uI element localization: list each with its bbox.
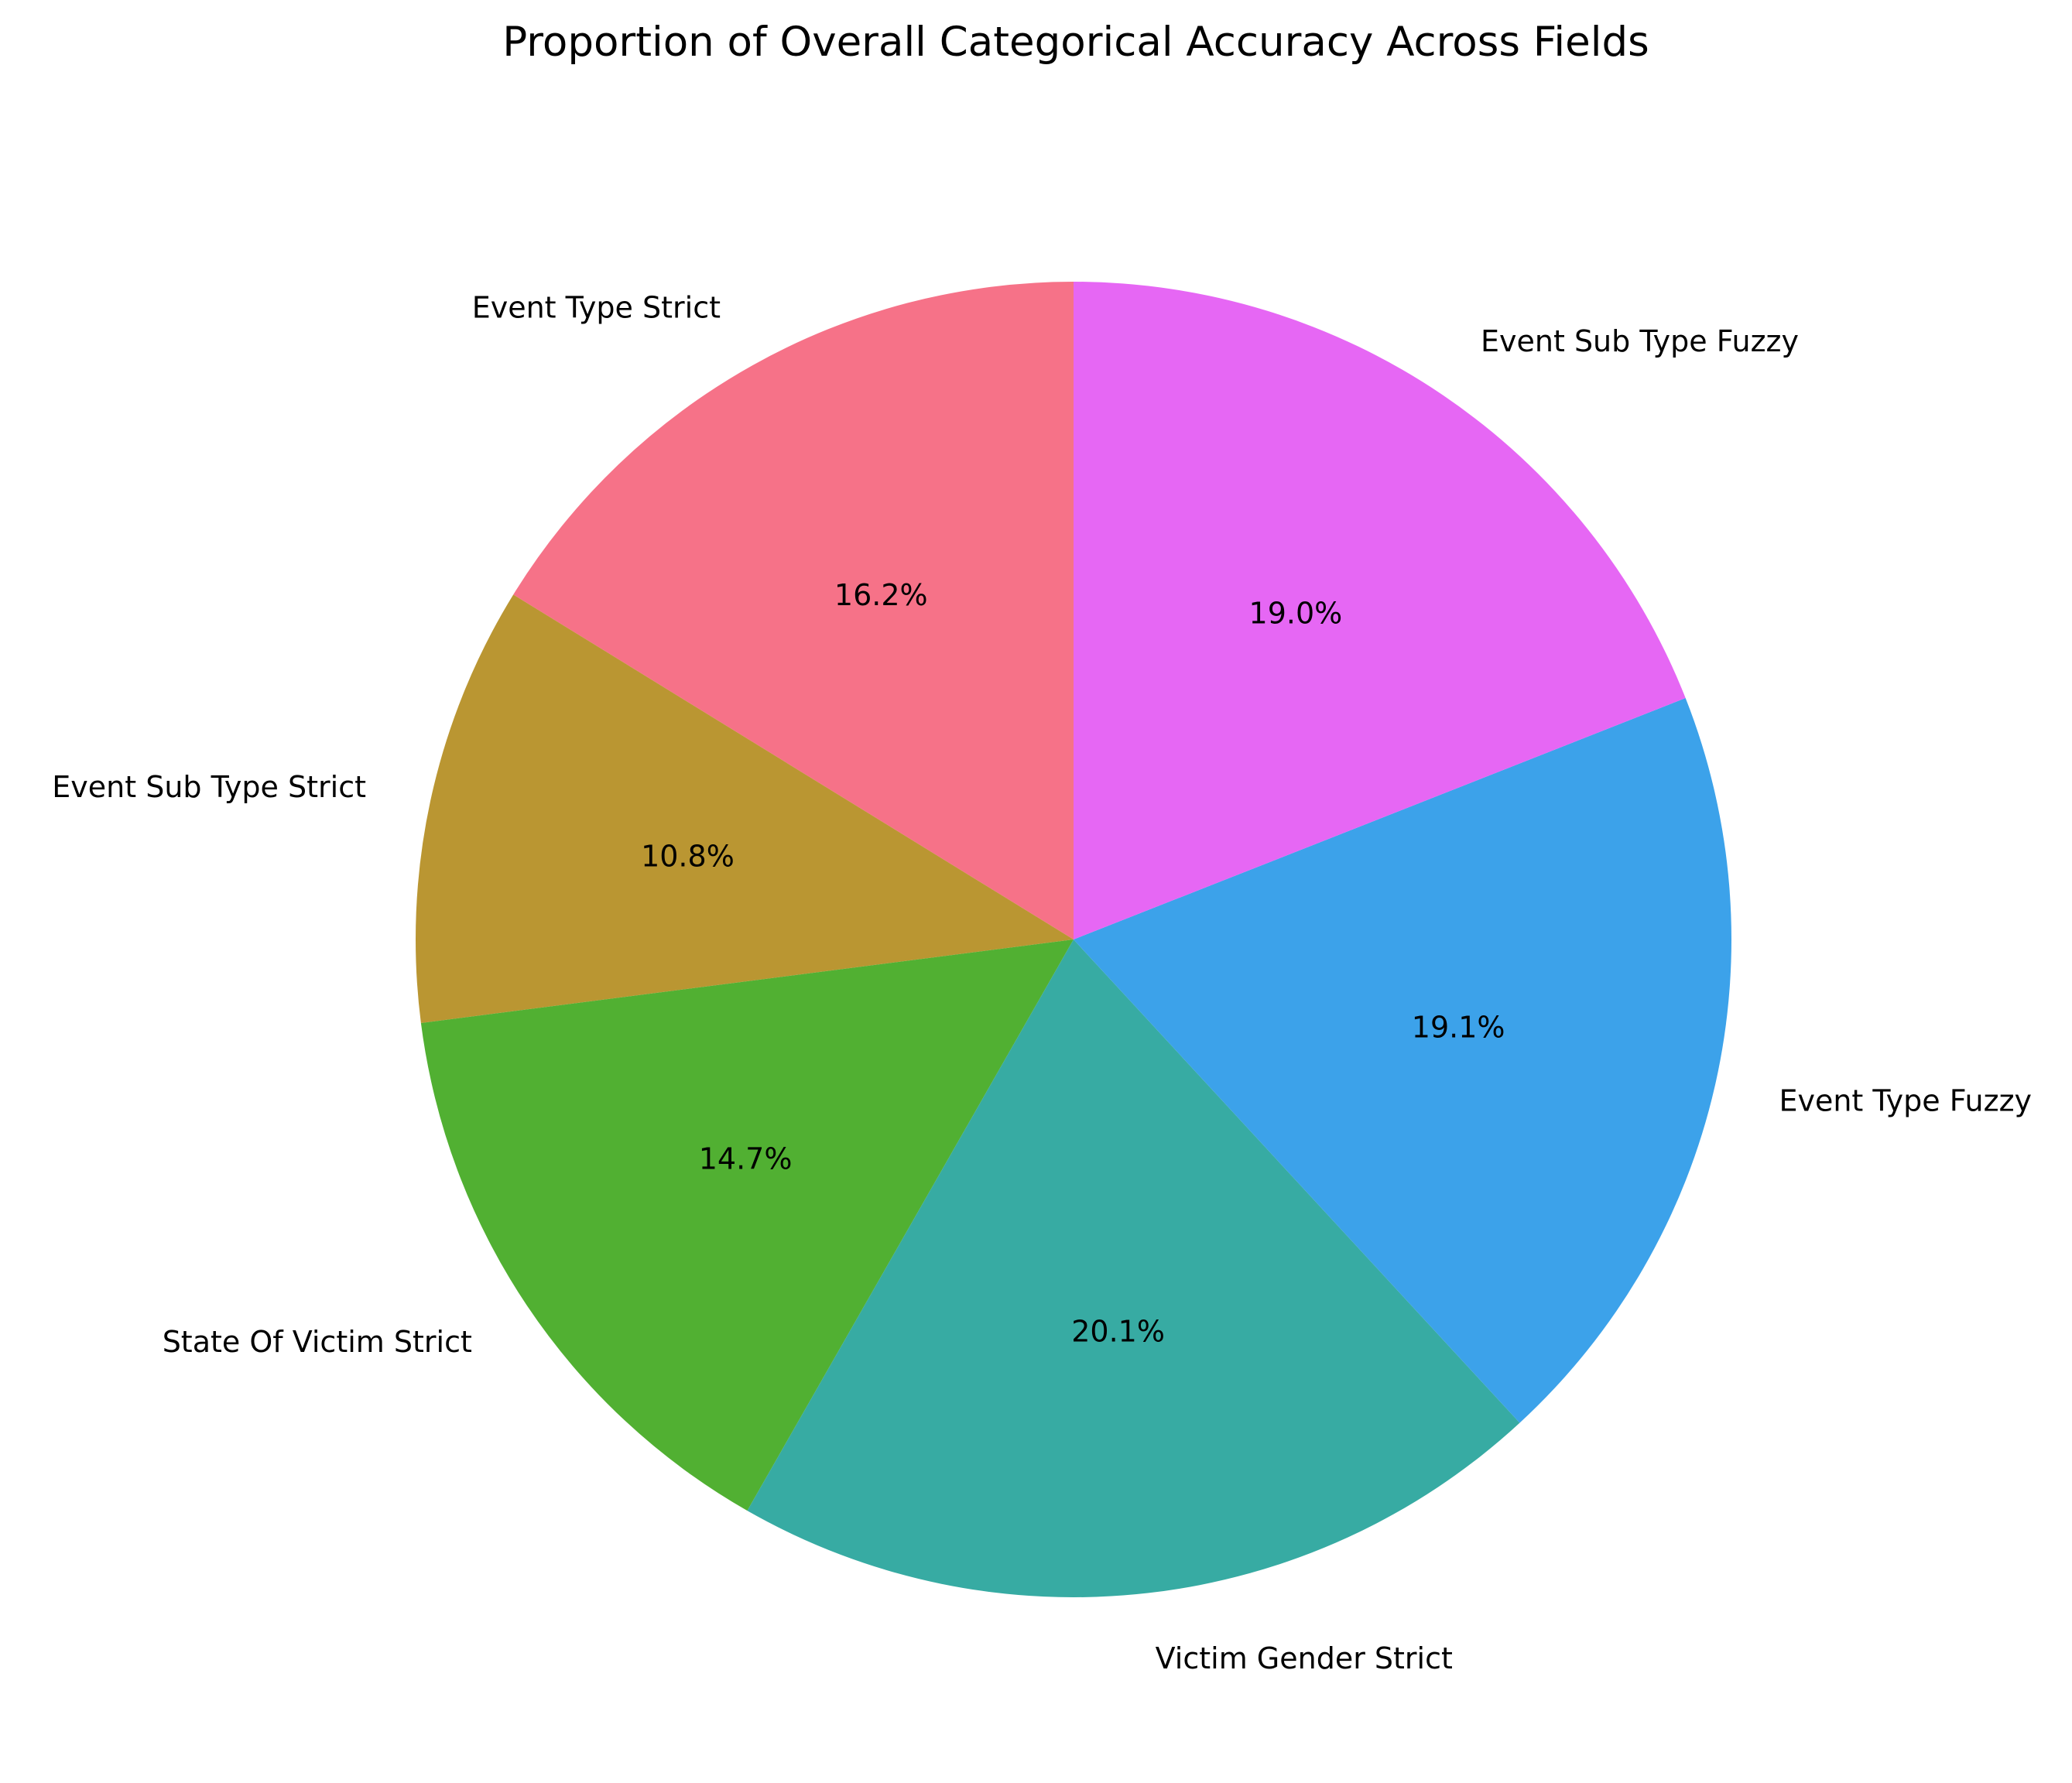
slice-percent-label: 19.1% — [1412, 1011, 1505, 1045]
slice-percent-label: 16.2% — [834, 578, 928, 612]
chart-title: Proportion of Overall Categorical Accura… — [502, 19, 1649, 66]
pie-slice-state-of-victim-strict — [420, 939, 1074, 1511]
pie-slice-event-sub-type-fuzzy — [1074, 282, 1686, 939]
pie-labels: 16.2% Event Type Strict 10.8% Event Sub Typ… — [52, 291, 2032, 1675]
slice-percent-label: 19.0% — [1249, 596, 1343, 630]
pie-slices — [416, 282, 1731, 1597]
slice-category-label: Victim Gender Strict — [1156, 1641, 1453, 1675]
slice-category-label: Event Sub Type Fuzzy — [1481, 324, 1799, 358]
pie-slice-event-sub-type-strict — [416, 594, 1074, 1023]
slice-percent-label: 20.1% — [1071, 1315, 1165, 1349]
slice-percent-label: 14.7% — [699, 1142, 793, 1176]
pie-slice-victim-gender-strict — [747, 939, 1520, 1597]
slice-category-label: Event Sub Type Strict — [52, 770, 366, 804]
pie-slice-event-type-strict — [513, 282, 1074, 939]
pie-slice-event-type-fuzzy — [1074, 698, 1731, 1423]
slice-percent-label: 10.8% — [641, 840, 735, 874]
slice-category-label: Event Type Fuzzy — [1779, 1083, 2032, 1117]
slice-category-label: Event Type Strict — [472, 291, 721, 325]
slice-category-label: State Of Victim Strict — [163, 1325, 472, 1359]
